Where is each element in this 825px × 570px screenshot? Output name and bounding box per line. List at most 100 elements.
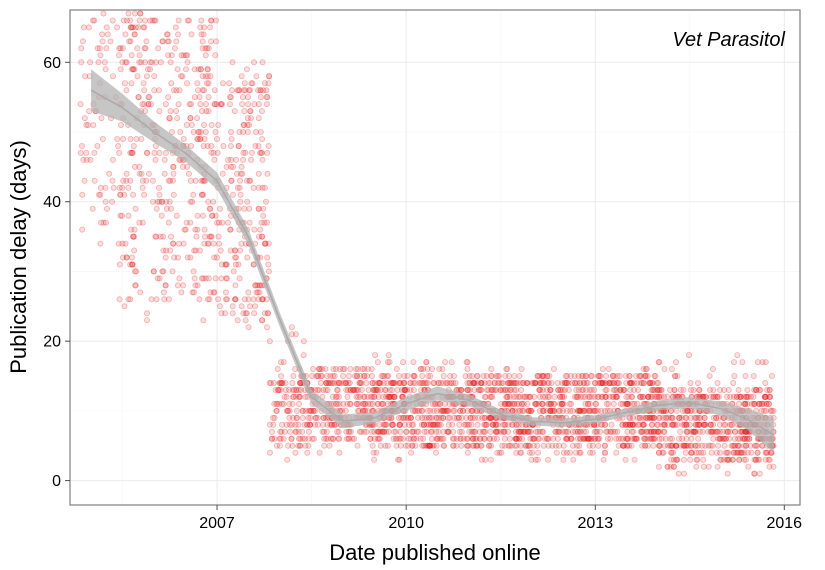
data-point bbox=[255, 101, 262, 108]
data-point bbox=[744, 449, 751, 456]
data-point bbox=[421, 421, 428, 428]
data-point bbox=[379, 400, 386, 407]
data-point bbox=[523, 379, 530, 386]
data-point bbox=[377, 442, 384, 449]
data-point bbox=[283, 421, 290, 428]
data-point bbox=[200, 31, 207, 38]
data-point bbox=[568, 400, 575, 407]
data-point bbox=[535, 449, 542, 456]
data-point bbox=[333, 386, 340, 393]
data-point bbox=[196, 94, 203, 101]
data-point bbox=[271, 414, 278, 421]
data-point bbox=[598, 393, 605, 400]
data-point bbox=[267, 379, 274, 386]
data-point bbox=[700, 456, 707, 463]
data-point bbox=[423, 414, 430, 421]
data-point bbox=[136, 163, 143, 170]
data-point bbox=[229, 303, 236, 310]
data-point bbox=[136, 52, 143, 59]
data-point bbox=[371, 435, 378, 442]
data-point bbox=[268, 435, 275, 442]
data-point bbox=[215, 219, 222, 226]
data-point bbox=[213, 254, 220, 261]
data-point bbox=[122, 240, 129, 247]
data-point bbox=[167, 108, 174, 115]
data-point bbox=[488, 393, 495, 400]
data-point bbox=[157, 59, 164, 66]
data-point bbox=[277, 435, 284, 442]
data-point bbox=[169, 268, 176, 275]
data-point bbox=[102, 219, 109, 226]
data-point bbox=[422, 379, 429, 386]
data-point bbox=[421, 428, 428, 435]
data-point bbox=[368, 365, 375, 372]
data-point bbox=[728, 421, 735, 428]
data-point bbox=[239, 170, 246, 177]
data-point bbox=[616, 372, 623, 379]
data-point bbox=[464, 407, 471, 414]
data-point bbox=[714, 393, 721, 400]
data-point bbox=[451, 414, 458, 421]
data-point bbox=[497, 386, 504, 393]
data-point bbox=[392, 435, 399, 442]
data-point bbox=[162, 149, 169, 156]
data-point bbox=[517, 407, 524, 414]
data-point bbox=[532, 400, 539, 407]
data-point bbox=[393, 365, 400, 372]
data-point bbox=[529, 449, 536, 456]
data-point bbox=[496, 449, 503, 456]
data-point bbox=[206, 24, 213, 31]
data-point bbox=[275, 386, 282, 393]
data-point bbox=[206, 296, 213, 303]
data-point bbox=[420, 442, 427, 449]
data-point bbox=[160, 233, 167, 240]
data-point bbox=[222, 261, 229, 268]
data-point bbox=[347, 365, 354, 372]
data-point bbox=[448, 359, 455, 366]
data-point bbox=[543, 435, 550, 442]
data-point bbox=[444, 407, 451, 414]
data-point bbox=[361, 372, 368, 379]
data-point bbox=[715, 414, 722, 421]
data-point bbox=[223, 261, 230, 268]
data-point bbox=[487, 414, 494, 421]
data-point bbox=[635, 386, 642, 393]
data-point bbox=[434, 400, 441, 407]
data-point bbox=[477, 435, 484, 442]
data-point bbox=[322, 386, 329, 393]
data-point bbox=[365, 400, 372, 407]
data-point bbox=[130, 233, 137, 240]
data-point bbox=[419, 372, 426, 379]
data-point bbox=[436, 400, 443, 407]
data-point bbox=[202, 52, 209, 59]
data-point bbox=[714, 463, 721, 470]
data-point bbox=[450, 379, 457, 386]
data-point bbox=[152, 17, 159, 24]
data-point bbox=[606, 393, 613, 400]
data-point bbox=[613, 449, 620, 456]
data-point bbox=[259, 317, 266, 324]
data-point bbox=[464, 442, 471, 449]
data-point bbox=[135, 94, 142, 101]
data-point bbox=[187, 177, 194, 184]
data-point bbox=[440, 435, 447, 442]
data-point bbox=[242, 87, 249, 94]
data-point bbox=[545, 442, 552, 449]
data-point bbox=[182, 66, 189, 73]
data-point bbox=[518, 400, 525, 407]
data-point bbox=[259, 135, 266, 142]
data-point bbox=[189, 289, 196, 296]
data-point bbox=[91, 177, 98, 184]
data-point bbox=[135, 94, 142, 101]
data-point bbox=[610, 400, 617, 407]
data-point bbox=[129, 24, 136, 31]
data-point bbox=[208, 122, 215, 129]
data-point bbox=[141, 87, 148, 94]
data-point bbox=[536, 393, 543, 400]
data-point bbox=[390, 379, 397, 386]
data-point bbox=[329, 393, 336, 400]
data-point bbox=[534, 442, 541, 449]
data-point bbox=[241, 296, 248, 303]
data-point bbox=[194, 80, 201, 87]
data-point bbox=[518, 386, 525, 393]
